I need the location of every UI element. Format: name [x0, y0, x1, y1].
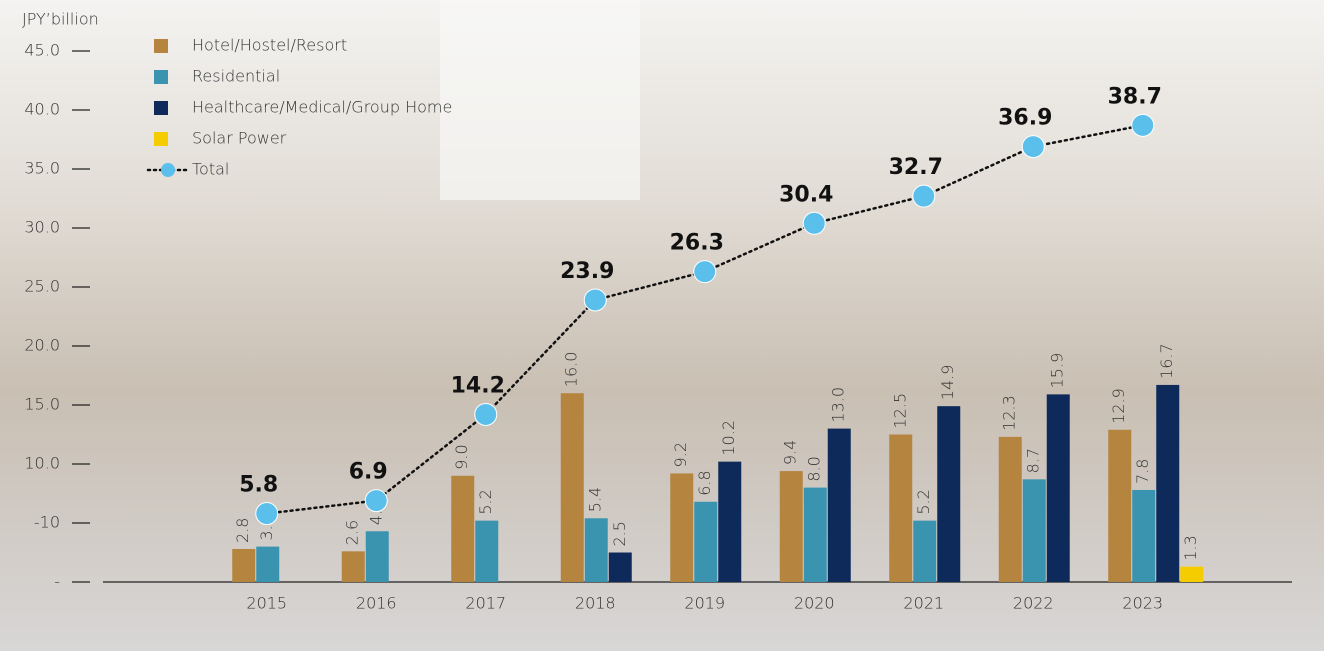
total-value-label: 23.9: [560, 259, 614, 284]
x-tick-label: 2017: [465, 594, 506, 613]
page: JPY’billion 45.0 40.0 35.0 30.0 25.0 20.0 15.0…: [0, 0, 1324, 651]
bar-value-label: 5.4: [586, 487, 605, 512]
bar-value-label: 8.7: [1024, 448, 1043, 473]
bar-value-label: 2.6: [343, 520, 362, 545]
bar: [889, 435, 912, 583]
total-point: [803, 212, 825, 234]
y-tick-label: 40.0: [24, 100, 60, 119]
x-tick-label: 2015: [246, 594, 287, 613]
bar-value-label: 8.0: [805, 456, 824, 481]
bar-value-label: 16.7: [1157, 343, 1176, 379]
bar-value-label: 10.2: [719, 420, 738, 456]
total-value-label: 6.9: [349, 460, 388, 485]
total-value-label: 32.7: [889, 155, 943, 180]
y-tick-label: 10.0: [24, 454, 60, 473]
bar: [1132, 490, 1155, 582]
total-value-label: 5.8: [239, 473, 278, 498]
y-tick-label: 25.0: [24, 277, 60, 296]
x-tick-label: 2018: [575, 594, 616, 613]
total-value-label: 30.4: [779, 182, 833, 207]
bar-value-label: 15.9: [1048, 353, 1067, 389]
y-tick-label: 30.0: [24, 218, 60, 237]
bar-value-label: 6.8: [695, 470, 714, 495]
bar: [609, 553, 632, 583]
y-tick-label: 15.0: [24, 395, 60, 414]
legend-marker: [161, 163, 175, 177]
y-tick-label: -: [54, 572, 60, 591]
bar-value-label: 5.2: [914, 489, 933, 514]
x-tick-label: 2021: [903, 594, 944, 613]
bar-value-label: 14.9: [938, 365, 957, 401]
bar: [1108, 430, 1131, 582]
bar-value-label: 12.3: [1000, 395, 1019, 431]
legend-label: Hotel/Hostel/Resort: [192, 36, 347, 55]
legend-swatch: [154, 39, 168, 53]
legend-swatch: [154, 101, 168, 115]
bar: [780, 471, 803, 582]
y-tick-label: 45.0: [24, 41, 60, 60]
bar: [828, 429, 851, 582]
bar: [804, 488, 827, 582]
bar-value-label: 1.3: [1181, 535, 1200, 560]
bar-value-label: 16.0: [562, 352, 581, 388]
total-value-label: 14.2: [451, 373, 505, 398]
y-tick-label: 35.0: [24, 159, 60, 178]
bar-value-label: 9.2: [671, 442, 690, 467]
bar: [1180, 567, 1203, 582]
y-tick-label: -10: [34, 513, 60, 532]
total-point: [475, 403, 497, 425]
bar: [585, 518, 608, 582]
bar: [451, 476, 474, 582]
x-tick-label: 2019: [684, 594, 725, 613]
bar: [366, 531, 389, 582]
legend-label: Solar Power: [192, 129, 287, 148]
bar-value-label: 2.5: [610, 521, 629, 546]
bar: [342, 551, 365, 582]
bar: [1047, 394, 1070, 582]
bar-value-label: 12.5: [890, 393, 909, 429]
total-value-label: 36.9: [998, 106, 1052, 131]
x-tick-label: 2020: [794, 594, 835, 613]
total-point: [1022, 136, 1044, 158]
bar-value-label: 13.0: [829, 387, 848, 423]
bar-value-label: 9.4: [781, 440, 800, 465]
legend-label: Total: [192, 160, 229, 179]
total-point: [913, 185, 935, 207]
total-point: [584, 289, 606, 311]
y-tick-label: 20.0: [24, 336, 60, 355]
background-door: [440, 0, 640, 200]
total-point: [365, 490, 387, 512]
bar: [913, 521, 936, 582]
legend-label: Residential: [192, 67, 280, 86]
bar: [1156, 385, 1179, 582]
bar-value-label: 9.0: [452, 444, 471, 469]
y-axis-label: JPY’billion: [22, 10, 99, 29]
bar: [718, 462, 741, 582]
total-point: [256, 503, 278, 525]
x-tick-label: 2022: [1013, 594, 1054, 613]
bar-value-label: 2.8: [233, 518, 252, 543]
x-tick-label: 2023: [1122, 594, 1163, 613]
bar: [999, 437, 1022, 582]
legend-swatch: [154, 132, 168, 146]
total-point: [1132, 114, 1154, 136]
bar: [1023, 479, 1046, 582]
chart: JPY’billion 45.0 40.0 35.0 30.0 25.0 20.0 15.0…: [0, 0, 1324, 651]
total-value-label: 26.3: [670, 231, 724, 256]
bar: [256, 547, 279, 582]
x-tick-label: 2016: [356, 594, 397, 613]
bar: [937, 406, 960, 582]
legend-swatch: [154, 70, 168, 84]
bar: [475, 521, 498, 582]
bar: [561, 393, 584, 582]
legend-label: Healthcare/Medical/Group Home: [192, 98, 452, 117]
bar: [232, 549, 255, 582]
bar-value-label: 12.9: [1109, 388, 1128, 424]
bar: [694, 502, 717, 582]
bar-value-label: 7.8: [1133, 459, 1152, 484]
total-point: [694, 261, 716, 283]
bar-value-label: 5.2: [476, 489, 495, 514]
bar: [670, 473, 693, 582]
total-value-label: 38.7: [1108, 84, 1162, 109]
